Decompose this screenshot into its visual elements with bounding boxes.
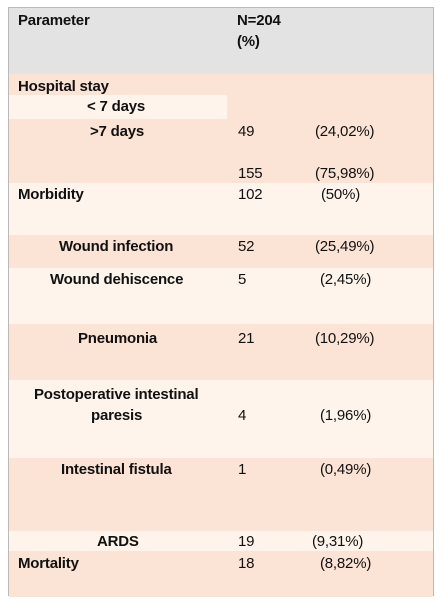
header-n: N=204 bbox=[237, 12, 281, 29]
row-label-morbidity: Morbidity bbox=[18, 186, 84, 203]
row-band bbox=[9, 531, 433, 551]
row-label-less-7-days: < 7 days bbox=[87, 98, 146, 115]
row-percent: (9,31%) bbox=[312, 533, 364, 550]
row-percent: (8,82%) bbox=[320, 555, 372, 572]
row-label-wound-dehiscence: Wound dehiscence bbox=[50, 271, 184, 288]
row-band bbox=[9, 458, 433, 531]
row-percent: (75,98%) bbox=[315, 165, 375, 182]
row-percent: (2,45%) bbox=[320, 271, 372, 288]
row-label-pneumonia: Pneumonia bbox=[78, 330, 158, 347]
row-n: 155 bbox=[238, 165, 263, 182]
row-percent: (1,96%) bbox=[320, 407, 372, 424]
row-percent: (0,49%) bbox=[320, 461, 372, 478]
row-percent: (25,49%) bbox=[315, 238, 375, 255]
row-n: 52 bbox=[238, 238, 255, 255]
row-n: 5 bbox=[238, 271, 247, 288]
row-percent: (24,02%) bbox=[315, 123, 375, 140]
row-percent: (50%) bbox=[321, 186, 361, 203]
row-band bbox=[9, 380, 433, 458]
row-band bbox=[9, 324, 433, 380]
row-label-postoperative-intestinal: Postoperative intestinal bbox=[34, 386, 199, 403]
row-percent: (10,29%) bbox=[315, 330, 375, 347]
row-label-mortality: Mortality bbox=[18, 555, 79, 572]
row-band bbox=[9, 235, 433, 268]
row-label-ards: ARDS bbox=[97, 533, 139, 550]
row-n: 19 bbox=[238, 533, 255, 550]
row-band-highlight bbox=[9, 95, 227, 119]
row-n: 49 bbox=[238, 123, 255, 140]
row-n: 21 bbox=[238, 330, 255, 347]
row-label-paresis: paresis bbox=[91, 407, 143, 424]
row-label-hospital-stay: Hospital stay bbox=[18, 78, 109, 95]
header-percent: (%) bbox=[237, 33, 260, 50]
row-label-wound-infection: Wound infection bbox=[59, 238, 174, 255]
row-n: 102 bbox=[238, 186, 263, 203]
row-label-intestinal-fistula: Intestinal fistula bbox=[61, 461, 172, 478]
row-n: 18 bbox=[238, 555, 255, 572]
header-row-background bbox=[9, 8, 433, 74]
row-label-more-7-days: >7 days bbox=[90, 123, 145, 140]
row-band bbox=[9, 183, 433, 235]
row-band bbox=[9, 268, 433, 324]
row-band bbox=[9, 551, 433, 597]
data-table: Parameter N=204 (%) Hospital stay < 7 da… bbox=[8, 7, 434, 597]
row-band bbox=[9, 119, 433, 183]
header-parameter: Parameter bbox=[18, 12, 90, 29]
row-n: 4 bbox=[238, 407, 247, 424]
row-n: 1 bbox=[238, 461, 247, 478]
